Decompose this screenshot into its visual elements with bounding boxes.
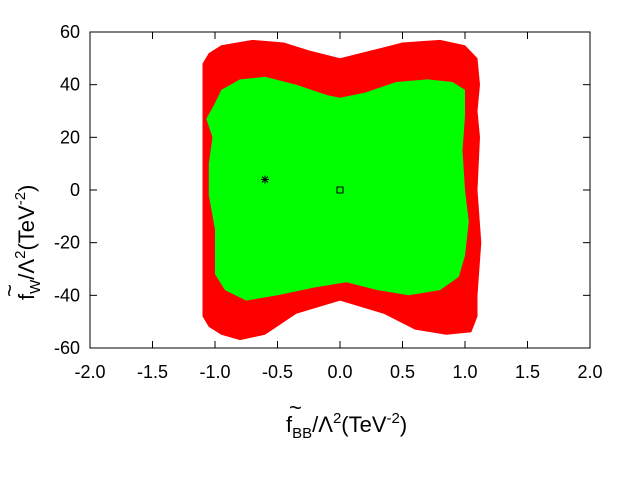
svg-text:fW/Λ2(TeV-2): fW/Λ2(TeV-2) — [12, 185, 44, 300]
x-axis-unit-open: (TeV — [341, 412, 387, 437]
y-tick-labels: -60 -40 -20 0 20 40 60 — [54, 22, 80, 358]
x-axis-label: fBB/Λ2(TeV-2) ~ — [286, 395, 407, 442]
svg-text:fBB/Λ2(TeV-2): fBB/Λ2(TeV-2) — [286, 410, 407, 442]
x-axis-divisor: /Λ — [312, 412, 333, 437]
x-tick-label: -0.5 — [262, 362, 293, 382]
point-markers — [261, 175, 344, 194]
y-tick-label: -20 — [54, 233, 80, 253]
x-tick-label: -1.0 — [199, 362, 230, 382]
y-axis-power: 2 — [12, 251, 29, 259]
y-tick-label: 40 — [60, 75, 80, 95]
x-axis-power: 2 — [333, 410, 341, 427]
x-tick-label: 1.0 — [452, 362, 477, 382]
y-tick-label: -60 — [54, 338, 80, 358]
x-tick-label: -1.5 — [137, 362, 168, 382]
x-tick-label: 1.5 — [515, 362, 540, 382]
y-tick-label: 60 — [60, 22, 80, 42]
y-axis-symbol: f — [14, 293, 39, 300]
x-tick-label: 0.0 — [327, 362, 352, 382]
y-tick-label: 0 — [70, 180, 80, 200]
y-axis-unit-power: -2 — [12, 192, 29, 205]
y-axis-tilde: ~ — [0, 284, 22, 297]
y-axis-subscript: W — [27, 279, 44, 294]
y-tick-label: 20 — [60, 127, 80, 147]
y-axis-unit-open: (TeV — [14, 205, 39, 251]
y-axis-label: fW/Λ2(TeV-2) ~ — [0, 185, 44, 300]
square-marker — [336, 186, 344, 194]
x-axis-subscript: BB — [292, 425, 312, 442]
x-tick-label: 0.5 — [390, 362, 415, 382]
y-axis-divisor: /Λ — [14, 259, 39, 280]
x-axis-unit-power: -2 — [387, 410, 400, 427]
x-axis-symbol: f — [286, 412, 293, 437]
region-green — [206, 76, 469, 301]
x-tick-label: 2.0 — [577, 362, 602, 382]
x-tick-label: -2.0 — [74, 362, 105, 382]
tick-marks — [89, 31, 591, 349]
asterisk-marker — [261, 175, 269, 184]
x-axis-unit-close: ) — [400, 412, 407, 437]
allowed-regions — [202, 39, 482, 341]
x-axis-tilde: ~ — [289, 395, 302, 420]
y-axis-unit-close: ) — [14, 185, 39, 192]
y-tick-label: -40 — [54, 285, 80, 305]
x-tick-labels: -2.0 -1.5 -1.0 -0.5 0.0 0.5 1.0 1.5 2.0 — [74, 362, 602, 382]
